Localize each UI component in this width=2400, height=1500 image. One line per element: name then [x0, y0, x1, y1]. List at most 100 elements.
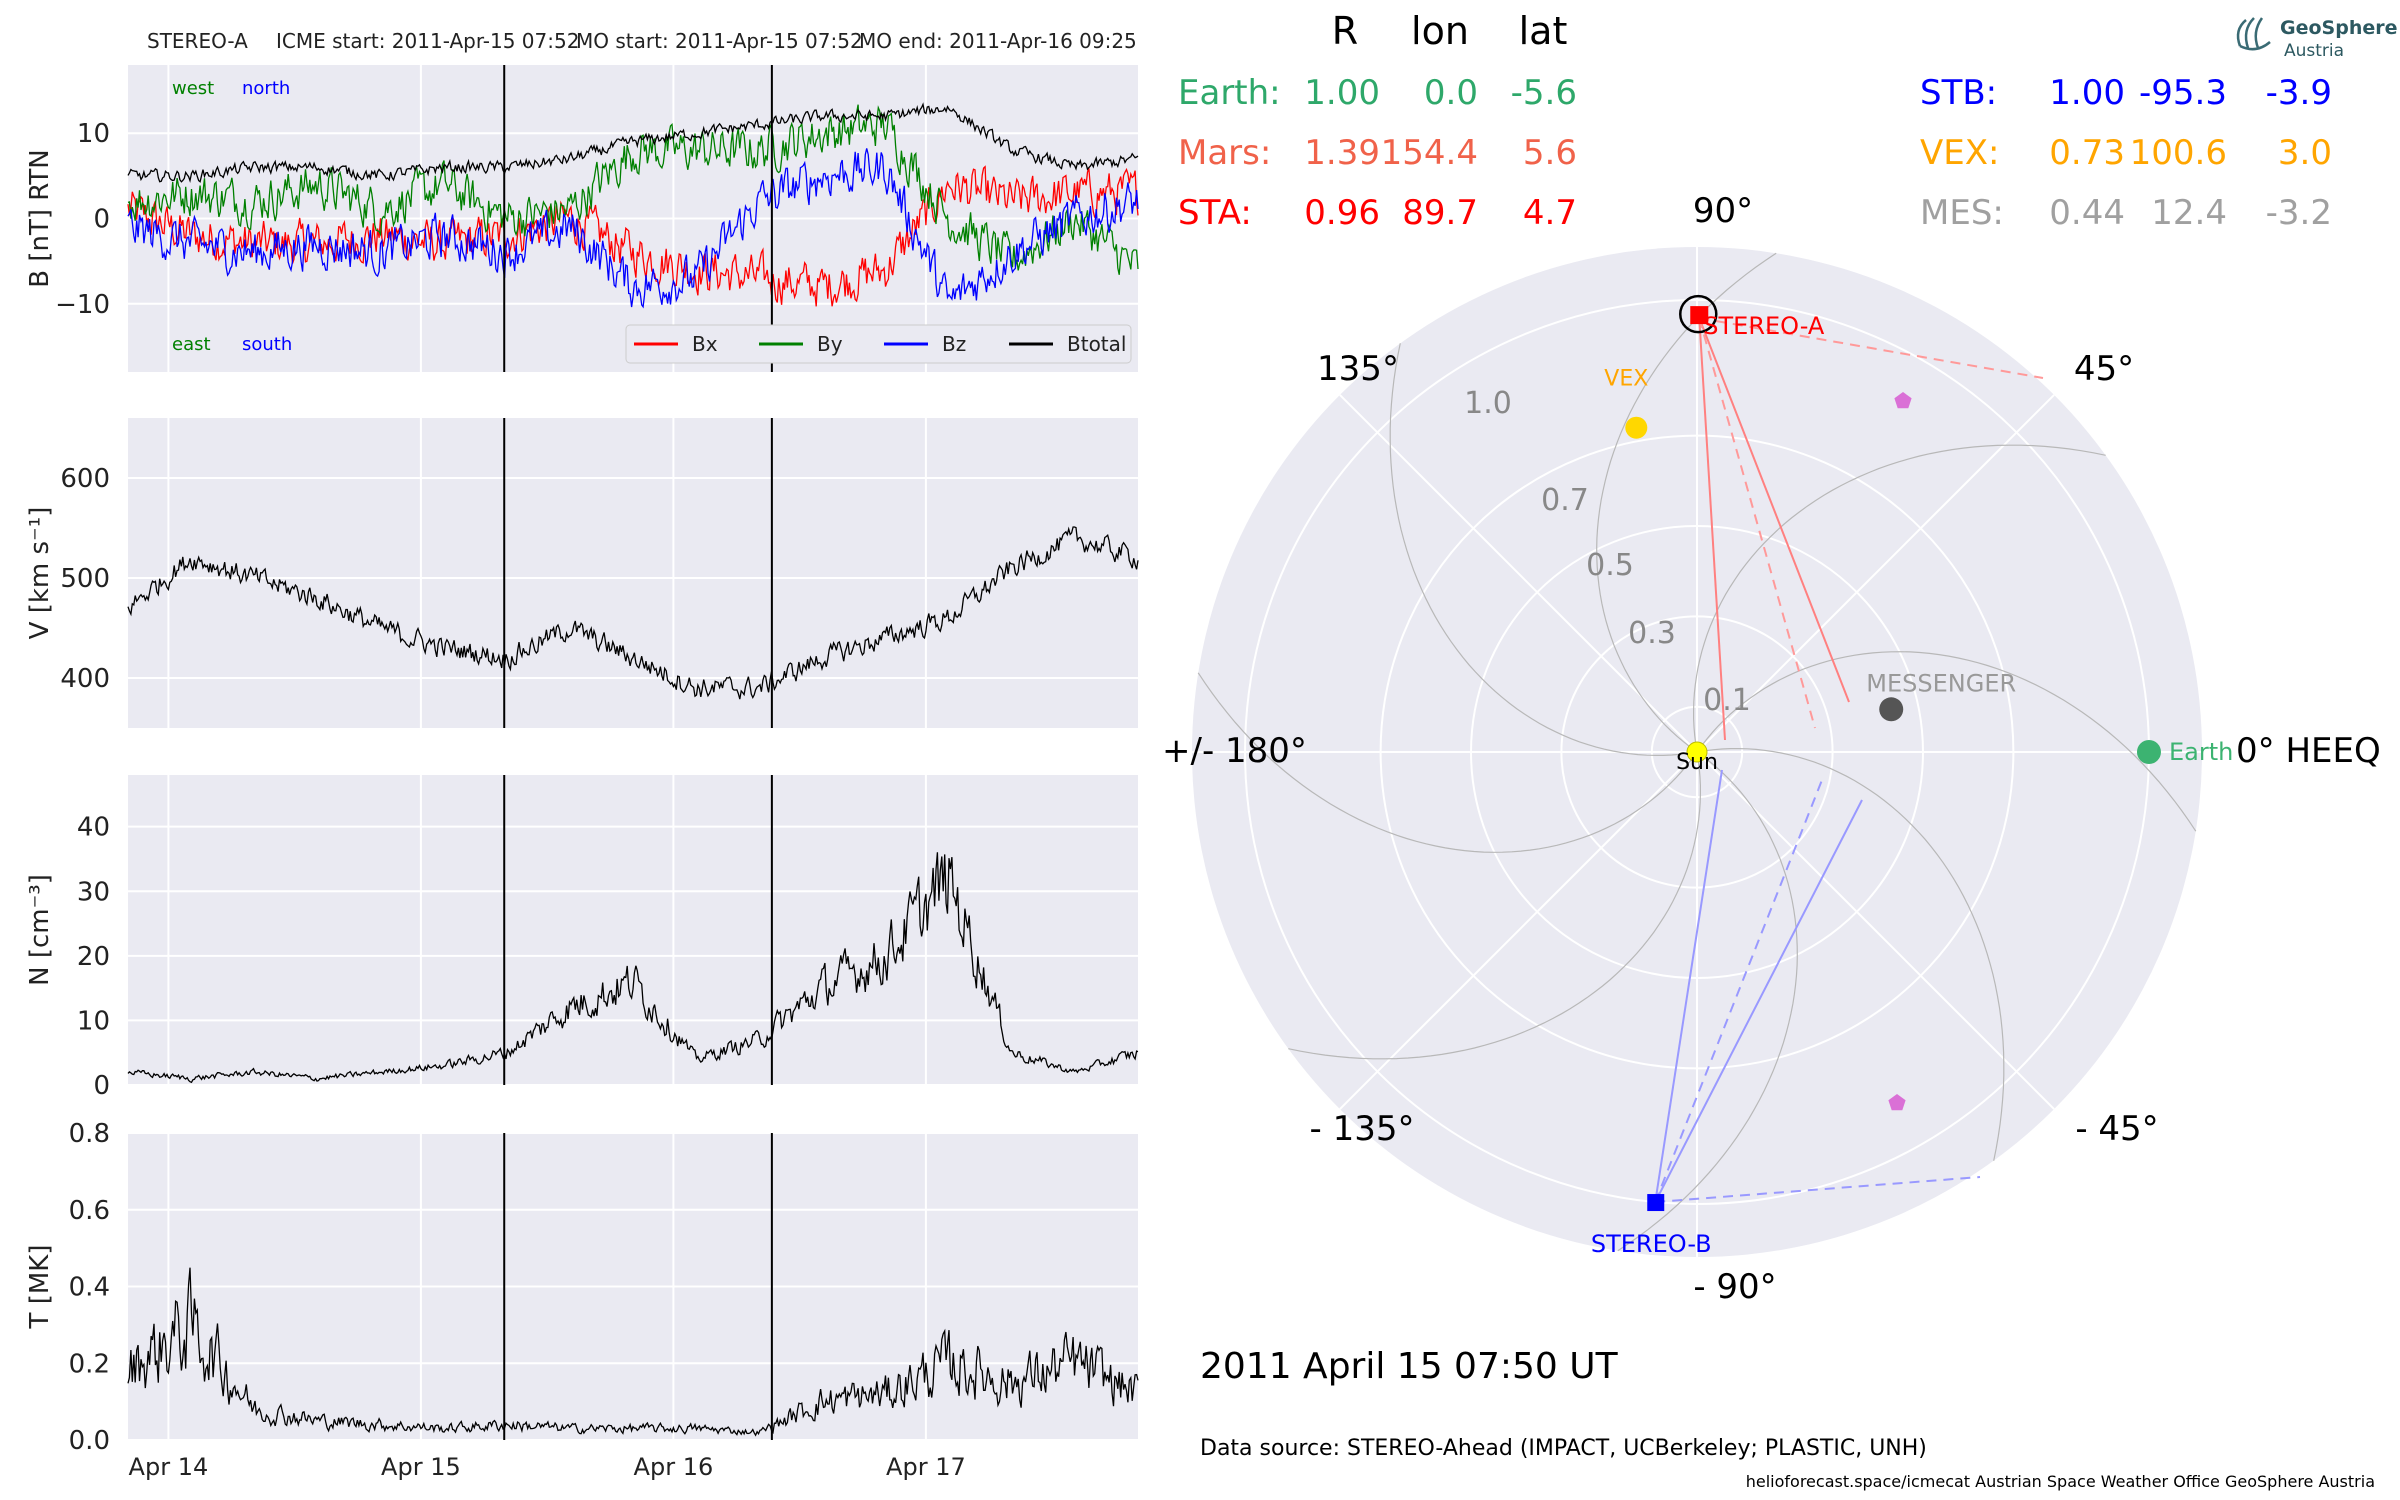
- earth-marker: [2136, 740, 2161, 764]
- left-row-name: STA:: [1178, 193, 1252, 233]
- x-tick-label: Apr 16: [634, 1453, 714, 1481]
- y-tick-label: 30: [77, 877, 110, 907]
- header-mo-end: MO end: 2011-Apr-16 09:25: [859, 29, 1137, 53]
- angle-label-a45: 45°: [2074, 349, 2134, 389]
- right-row-lat: -3.2: [2266, 193, 2332, 233]
- left-row-lon: 89.7: [1402, 193, 1478, 233]
- legend: Bx By Bz Btotal: [625, 324, 1132, 364]
- header-mo-start: MO start: 2011-Apr-15 07:52: [576, 29, 863, 53]
- logo-icon: [2236, 17, 2271, 51]
- pentagon-marker: [1894, 392, 1912, 409]
- label-east: east: [172, 334, 211, 355]
- right-row-lon: -95.3: [2139, 73, 2227, 113]
- right-row-r: 0.44: [2049, 193, 2125, 233]
- series-by: [127, 104, 1139, 275]
- earth-label: Earth: [2169, 738, 2233, 766]
- right-row-name: STB:: [1920, 73, 1997, 113]
- sta-marker: [1690, 306, 1709, 325]
- sta-fov-line: [1698, 317, 1850, 703]
- radial-label: 0.1: [1703, 683, 1751, 718]
- radial-label: 0.5: [1586, 548, 1634, 583]
- sta-ring: [1679, 294, 1718, 334]
- data-source: Data source: STEREO-Ahead (IMPACT, UCBer…: [1200, 1436, 1927, 1461]
- radial-label: 0.3: [1628, 616, 1676, 651]
- angle-label-am90: - 90°: [1693, 1267, 1776, 1307]
- series-v: [127, 526, 1139, 700]
- sta-fov-line: [1698, 318, 1726, 741]
- y-tick-label: 10: [77, 119, 110, 149]
- y-axis-label: B [nT] RTN: [25, 149, 55, 288]
- legend-label-by: By: [817, 332, 843, 356]
- left-row-name: Mars:: [1178, 133, 1271, 173]
- header-icme-start: ICME start: 2011-Apr-15 07:52: [276, 29, 579, 53]
- stb-fov-dashed: [1655, 1176, 1981, 1204]
- right-row-name: VEX:: [1920, 133, 2000, 173]
- parker-spiral: [1696, 651, 2197, 832]
- footer-credits: helioforecast.space/icmecat Austrian Spa…: [1746, 1472, 2375, 1491]
- position-tables: R lon lat Earth: 1.00 0.0 -5.6 Mars: 1.39 154.…: [1178, 9, 2332, 233]
- legend-label-bx: Bx: [692, 332, 718, 356]
- left-row-lon: 0.0: [1424, 73, 1478, 113]
- y-tick-label: 10: [77, 1006, 110, 1036]
- stb-label: STEREO-B: [1591, 1230, 1712, 1258]
- left-row-r: 0.96: [1304, 193, 1380, 233]
- y-tick-label: 40: [77, 813, 110, 843]
- parker-spiral: [1389, 343, 1698, 756]
- timeseries-panels: 10 0 −10B [nT] RTN west north east south Bx By Bz…: [25, 65, 1139, 1481]
- y-tick-label: 0.4: [69, 1273, 110, 1303]
- parker-spiral: [1696, 748, 2005, 1161]
- angular-spoke: [1696, 751, 2055, 1110]
- x-tick-label: Apr 17: [886, 1453, 966, 1481]
- y-axis-label: N [cm⁻³]: [25, 874, 55, 986]
- radial-label: 0.7: [1541, 483, 1589, 518]
- geosphere-logo: GeoSphere Austria: [2236, 17, 2398, 61]
- y-axis-label: T [MK]: [25, 1245, 55, 1330]
- series-n: [127, 852, 1139, 1084]
- label-west: west: [172, 78, 214, 99]
- stb-marker: [1647, 1194, 1665, 1212]
- x-tick-label: Apr 15: [381, 1453, 461, 1481]
- y-tick-label: 0: [93, 205, 110, 235]
- angle-label-a90: 90°: [1693, 191, 1753, 231]
- messenger-label: MESSENGER: [1866, 669, 2016, 697]
- series-btotal: [127, 102, 1139, 184]
- series-bz: [127, 148, 1139, 309]
- x-tick-label: Apr 14: [129, 1453, 209, 1481]
- panel-3: 0.8 0.6 0.4 0.2 0.0 T [MK] Apr 14 Apr 15 Apr 16 A…: [25, 1119, 1139, 1481]
- polar-timestamp: 2011 April 15 07:50 UT: [1200, 1346, 1619, 1387]
- angular-spoke: [1339, 751, 1698, 1110]
- legend-label-bz: Bz: [942, 332, 966, 356]
- right-row-r: 1.00: [2049, 73, 2125, 113]
- left-row-lat: 4.7: [1523, 193, 1577, 233]
- stb-fov-line: [1654, 769, 1723, 1203]
- sta-label: STEREO-A: [1703, 312, 1825, 340]
- y-tick-label: 20: [77, 942, 110, 972]
- y-axis-label: V [km s⁻¹]: [25, 507, 55, 640]
- polar-plot: 0.1 0.3 0.5 0.7 1.0 90° 45° 135° +/- 180° 0° HEEQ…: [1162, 191, 2381, 1307]
- angular-spoke: [1696, 394, 2055, 753]
- angular-spoke: [1339, 394, 1698, 753]
- right-row-lon: 100.6: [2130, 133, 2227, 173]
- panel-0: 10 0 −10B [nT] RTN west north east south Bx By Bz…: [25, 65, 1139, 372]
- y-tick-label: 0.0: [69, 1426, 110, 1456]
- right-row-lon: 12.4: [2151, 193, 2227, 233]
- messenger-marker: [1879, 697, 1904, 722]
- sta-fov-dashed: [1699, 317, 2044, 379]
- angle-label-a135: 135°: [1317, 349, 1399, 389]
- parker-spiral: [1617, 751, 1798, 1252]
- parker-spiral: [1693, 444, 2106, 753]
- parker-spiral: [1288, 751, 1701, 1060]
- series-t: [127, 1267, 1139, 1437]
- panel-background: [128, 418, 1138, 728]
- left-row-r: 1.39: [1304, 133, 1380, 173]
- right-row-lat: 3.0: [2278, 133, 2332, 173]
- angle-label-am135: - 135°: [1310, 1109, 1415, 1149]
- parker-spiral: [1596, 252, 1777, 753]
- y-tick-label: −10: [55, 290, 110, 320]
- y-tick-label: 600: [60, 464, 110, 494]
- logo-line1: GeoSphere: [2280, 17, 2398, 39]
- left-row-lat: 5.6: [1523, 133, 1577, 173]
- right-row-name: MES:: [1920, 193, 2004, 233]
